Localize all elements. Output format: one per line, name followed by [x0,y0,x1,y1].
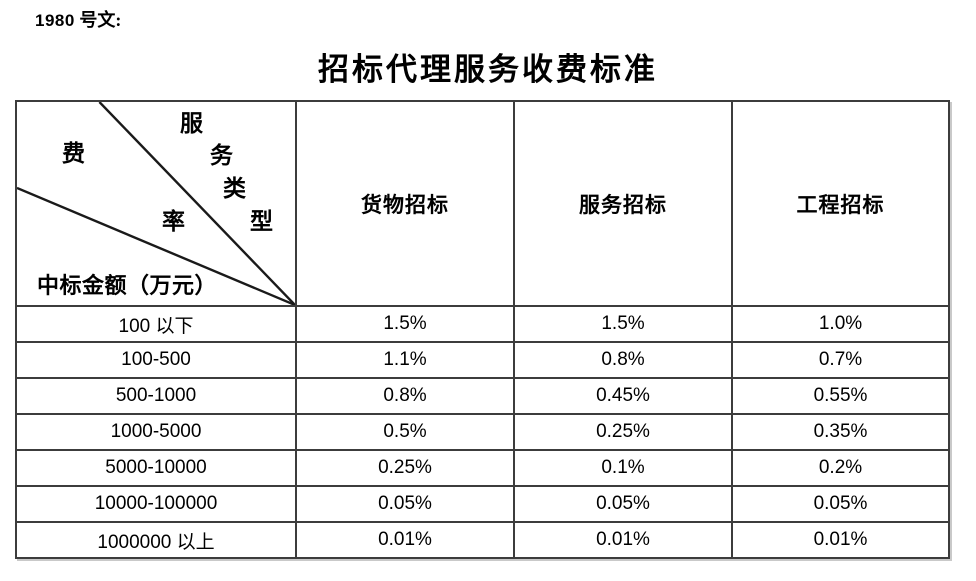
diagonal-header-cell: 服 务 类 型 费 率 中标金额（万元） [15,100,297,307]
rate-cell: 0.01% [295,521,515,559]
column-header-service-bidding: 服务招标 [513,100,733,307]
rate-cell: 0.2% [731,449,950,487]
table-row: 10000-100000 0.05% 0.05% 0.05% [15,485,950,523]
rate-cell: 0.1% [513,449,733,487]
corner-service-type-char: 型 [250,209,273,234]
rate-cell: 1.5% [295,305,515,343]
fee-table: 服 务 类 型 费 率 中标金额（万元） 货物招标 服务招标 工程招标 100 … [15,100,950,559]
corner-fee-char: 费 [62,141,85,166]
table-row: 1000-5000 0.5% 0.25% 0.35% [15,413,950,451]
header-row: 服 务 类 型 费 率 中标金额（万元） 货物招标 服务招标 工程招标 [15,100,950,307]
rate-cell: 1.5% [513,305,733,343]
column-header-engineering-bidding: 工程招标 [731,100,950,307]
table-row: 5000-10000 0.25% 0.1% 0.2% [15,449,950,487]
doc-suffix: 号文: [79,10,122,30]
table-row: 100-500 1.1% 0.8% 0.7% [15,341,950,379]
column-header-goods-bidding: 货物招标 [295,100,515,307]
corner-service-type-char: 类 [223,176,246,201]
rate-cell: 0.45% [513,377,733,415]
doc-number-label: 1980 号文: [35,6,121,32]
amount-range-cell: 100 以下 [15,305,297,343]
amount-range-cell: 10000-100000 [15,485,297,523]
rate-cell: 0.8% [295,377,515,415]
diagonal-split-lines [17,102,295,305]
doc-number: 1980 [35,11,75,30]
table-row: 1000000 以上 0.01% 0.01% 0.01% [15,521,950,559]
corner-rate-char: 率 [162,209,185,234]
rate-cell: 0.05% [731,485,950,523]
amount-range-cell: 1000-5000 [15,413,297,451]
rate-cell: 0.35% [731,413,950,451]
rate-cell: 1.1% [295,341,515,379]
rate-cell: 0.25% [513,413,733,451]
rate-cell: 0.8% [513,341,733,379]
rate-cell: 0.7% [731,341,950,379]
page-title: 招标代理服务收费标准 [318,52,658,87]
amount-range-cell: 500-1000 [15,377,297,415]
rate-cell: 0.5% [295,413,515,451]
corner-service-type-char: 务 [210,143,233,168]
rate-cell: 0.25% [295,449,515,487]
rate-cell: 0.01% [513,521,733,559]
amount-range-cell: 100-500 [15,341,297,379]
table-row: 100 以下 1.5% 1.5% 1.0% [15,305,950,343]
rate-cell: 0.01% [731,521,950,559]
corner-amount-label: 中标金额（万元） [37,273,218,298]
rate-cell: 1.0% [731,305,950,343]
rate-cell: 0.05% [295,485,515,523]
rate-cell: 0.55% [731,377,950,415]
rate-cell: 0.05% [513,485,733,523]
corner-service-type-char: 服 [180,111,203,136]
table-row: 500-1000 0.8% 0.45% 0.55% [15,377,950,415]
amount-range-cell: 5000-10000 [15,449,297,487]
amount-range-cell: 1000000 以上 [15,521,297,559]
